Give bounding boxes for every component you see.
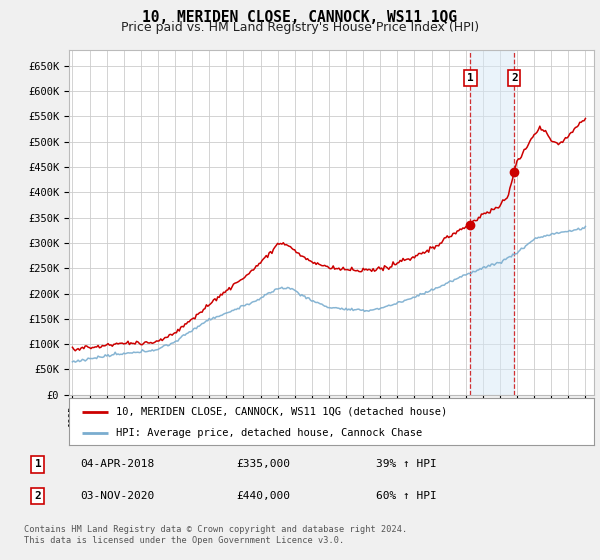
Text: Price paid vs. HM Land Registry's House Price Index (HPI): Price paid vs. HM Land Registry's House … xyxy=(121,21,479,34)
Text: £440,000: £440,000 xyxy=(236,491,290,501)
Text: 1: 1 xyxy=(35,459,41,469)
Text: Contains HM Land Registry data © Crown copyright and database right 2024.
This d: Contains HM Land Registry data © Crown c… xyxy=(24,525,407,545)
Text: 03-NOV-2020: 03-NOV-2020 xyxy=(80,491,154,501)
Text: HPI: Average price, detached house, Cannock Chase: HPI: Average price, detached house, Cann… xyxy=(116,428,422,438)
Text: 10, MERIDEN CLOSE, CANNOCK, WS11 1QG: 10, MERIDEN CLOSE, CANNOCK, WS11 1QG xyxy=(143,10,458,25)
Text: 10, MERIDEN CLOSE, CANNOCK, WS11 1QG (detached house): 10, MERIDEN CLOSE, CANNOCK, WS11 1QG (de… xyxy=(116,407,448,417)
Text: 39% ↑ HPI: 39% ↑ HPI xyxy=(376,459,436,469)
Text: £335,000: £335,000 xyxy=(236,459,290,469)
Text: 1: 1 xyxy=(467,73,474,83)
Text: 04-APR-2018: 04-APR-2018 xyxy=(80,459,154,469)
Text: 2: 2 xyxy=(511,73,518,83)
Text: 60% ↑ HPI: 60% ↑ HPI xyxy=(376,491,436,501)
Bar xyxy=(470,50,514,395)
Text: 2: 2 xyxy=(35,491,41,501)
